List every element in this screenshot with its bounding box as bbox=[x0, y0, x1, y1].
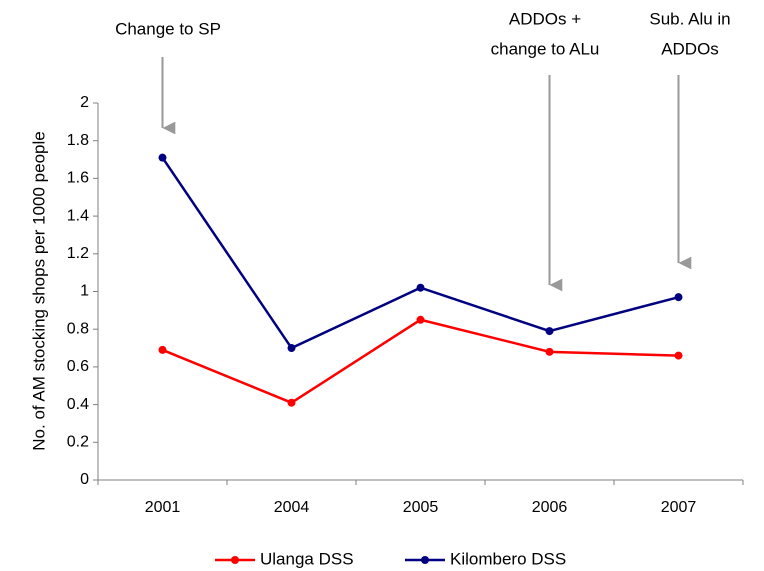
data-point bbox=[416, 283, 425, 292]
data-point bbox=[158, 153, 167, 162]
annotation: Change to SP bbox=[115, 19, 221, 38]
legend-marker bbox=[421, 556, 429, 564]
annotation: ADDOs + bbox=[509, 9, 581, 28]
annotation: change to ALu bbox=[491, 39, 600, 58]
y-tick-label: 0.8 bbox=[67, 320, 89, 337]
data-point bbox=[416, 315, 425, 324]
y-axis-label: No. of AM stocking shops per 1000 people bbox=[29, 131, 48, 450]
y-tick-label: 1.4 bbox=[67, 207, 89, 224]
x-tick-label: 2006 bbox=[532, 499, 568, 516]
x-tick-label: 2004 bbox=[274, 499, 310, 516]
y-tick-label: 1.8 bbox=[67, 132, 89, 149]
legend-label: Ulanga DSS bbox=[260, 549, 354, 568]
data-point bbox=[158, 345, 167, 354]
x-tick-label: 2005 bbox=[403, 499, 439, 516]
data-point bbox=[674, 351, 683, 360]
data-point bbox=[287, 398, 296, 407]
data-point bbox=[545, 347, 554, 356]
annotation: Sub. Alu in bbox=[649, 9, 730, 28]
series-line bbox=[162, 318, 679, 405]
data-point bbox=[287, 344, 296, 353]
data-point bbox=[674, 293, 683, 302]
y-tick-label: 2 bbox=[80, 94, 89, 111]
x-tick-label: 2007 bbox=[661, 499, 697, 516]
y-tick-label: 0 bbox=[80, 471, 89, 488]
y-tick-label: 1 bbox=[80, 283, 89, 300]
data-point bbox=[545, 327, 554, 336]
y-tick-label: 1.2 bbox=[67, 245, 89, 262]
y-tick-label: 1.6 bbox=[67, 170, 89, 187]
legend-marker bbox=[231, 556, 239, 564]
x-tick-label: 2001 bbox=[145, 499, 181, 516]
annotation: ADDOs bbox=[661, 39, 719, 58]
y-tick-label: 0.4 bbox=[67, 396, 89, 413]
y-tick-label: 0.2 bbox=[67, 434, 89, 451]
legend-label: Kilombero DSS bbox=[450, 549, 566, 568]
y-tick-label: 0.6 bbox=[67, 358, 89, 375]
